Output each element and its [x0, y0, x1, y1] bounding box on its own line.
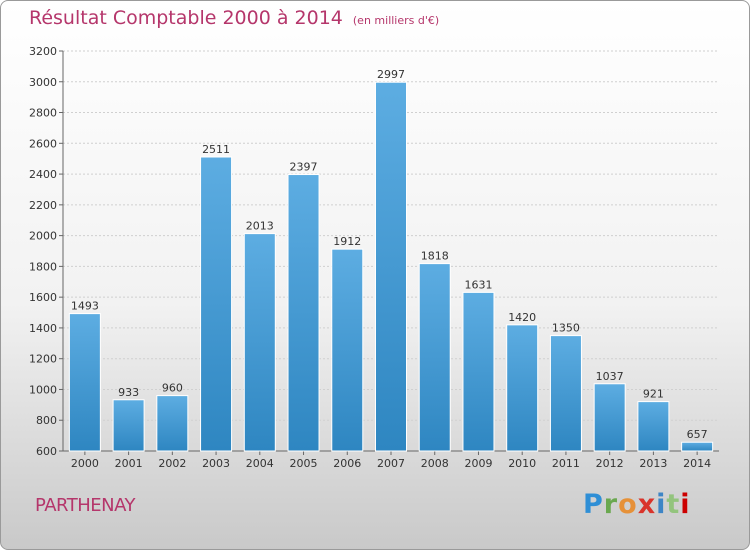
x-tick-label: 2010: [508, 457, 536, 470]
y-tick-label: 1400: [29, 322, 57, 335]
bar-2014: [682, 442, 713, 451]
data-label-2005: 2397: [290, 161, 318, 174]
x-tick-label: 2002: [158, 457, 186, 470]
y-tick-label: 2200: [29, 199, 57, 212]
x-tick-label: 2004: [246, 457, 274, 470]
logo-letter: x: [638, 489, 656, 520]
y-tick-label: 3200: [29, 45, 57, 58]
bar-2009: [463, 292, 494, 451]
x-tick-label: 2000: [71, 457, 99, 470]
data-label-2002: 960: [162, 382, 183, 395]
x-tick-label: 2005: [290, 457, 318, 470]
data-label-2006: 1912: [333, 235, 361, 248]
proxiti-logo: Proxiti: [583, 489, 691, 520]
y-tick-label: 1000: [29, 383, 57, 396]
x-tick-label: 2014: [683, 457, 711, 470]
x-tick-label: 2013: [639, 457, 667, 470]
y-tick-label: 800: [36, 414, 57, 427]
y-tick-label: 2600: [29, 137, 57, 150]
data-label-2003: 2511: [202, 143, 230, 156]
data-label-2004: 2013: [246, 220, 274, 233]
data-label-2009: 1631: [464, 278, 492, 291]
x-tick-label: 2012: [596, 457, 624, 470]
bar-chart: 600 800 1000 1200 1400 1600 1800 2000 2200 2400 26…: [1, 1, 750, 550]
bar-2013: [638, 402, 669, 451]
data-label-2011: 1350: [552, 322, 580, 335]
x-tick-label: 2009: [464, 457, 492, 470]
bar-2010: [507, 325, 538, 451]
x-tick-label: 2008: [421, 457, 449, 470]
bar-2004: [244, 234, 275, 451]
y-tick-label: 1600: [29, 291, 57, 304]
logo-letter: i: [680, 489, 690, 520]
x-tick-label: 2001: [115, 457, 143, 470]
y-tick-label: 2800: [29, 107, 57, 120]
x-tick-label: 2003: [202, 457, 230, 470]
bar-2002: [157, 396, 188, 451]
x-tick-label: 2011: [552, 457, 580, 470]
logo-letter: o: [618, 489, 638, 520]
bar-2007: [376, 82, 407, 451]
data-label-2010: 1420: [508, 311, 536, 324]
data-label-2014: 657: [687, 428, 708, 441]
data-label-2007: 2997: [377, 68, 405, 81]
logo-letter: t: [666, 489, 680, 520]
bar-2001: [113, 400, 144, 451]
y-tick-label: 600: [36, 445, 57, 458]
y-tick-label: 1800: [29, 260, 57, 273]
y-tick-label: 2400: [29, 168, 57, 181]
data-label-2008: 1818: [421, 250, 449, 263]
city-name: PARTHENAY: [35, 495, 135, 516]
logo-letter: r: [604, 489, 618, 520]
bar-2005: [288, 175, 319, 451]
logo-letter: i: [656, 489, 666, 520]
x-tick-label: 2007: [377, 457, 405, 470]
data-label-2012: 1037: [596, 370, 624, 383]
chart-frame: Résultat Comptable 2000 à 2014 (en millie…: [0, 0, 750, 550]
bar-2008: [419, 264, 450, 451]
bar-2006: [332, 249, 363, 451]
y-tick-label: 3000: [29, 76, 57, 89]
bar-2003: [201, 157, 232, 451]
logo-letter: P: [583, 489, 604, 520]
bar-2011: [550, 336, 581, 451]
y-tick-label: 2000: [29, 230, 57, 243]
x-tick-label: 2006: [333, 457, 361, 470]
bar-2000: [69, 314, 100, 451]
y-tick-label: 1200: [29, 353, 57, 366]
data-label-2013: 921: [643, 388, 664, 401]
data-label-2001: 933: [118, 386, 139, 399]
data-label-2000: 1493: [71, 300, 99, 313]
bar-2012: [594, 384, 625, 451]
